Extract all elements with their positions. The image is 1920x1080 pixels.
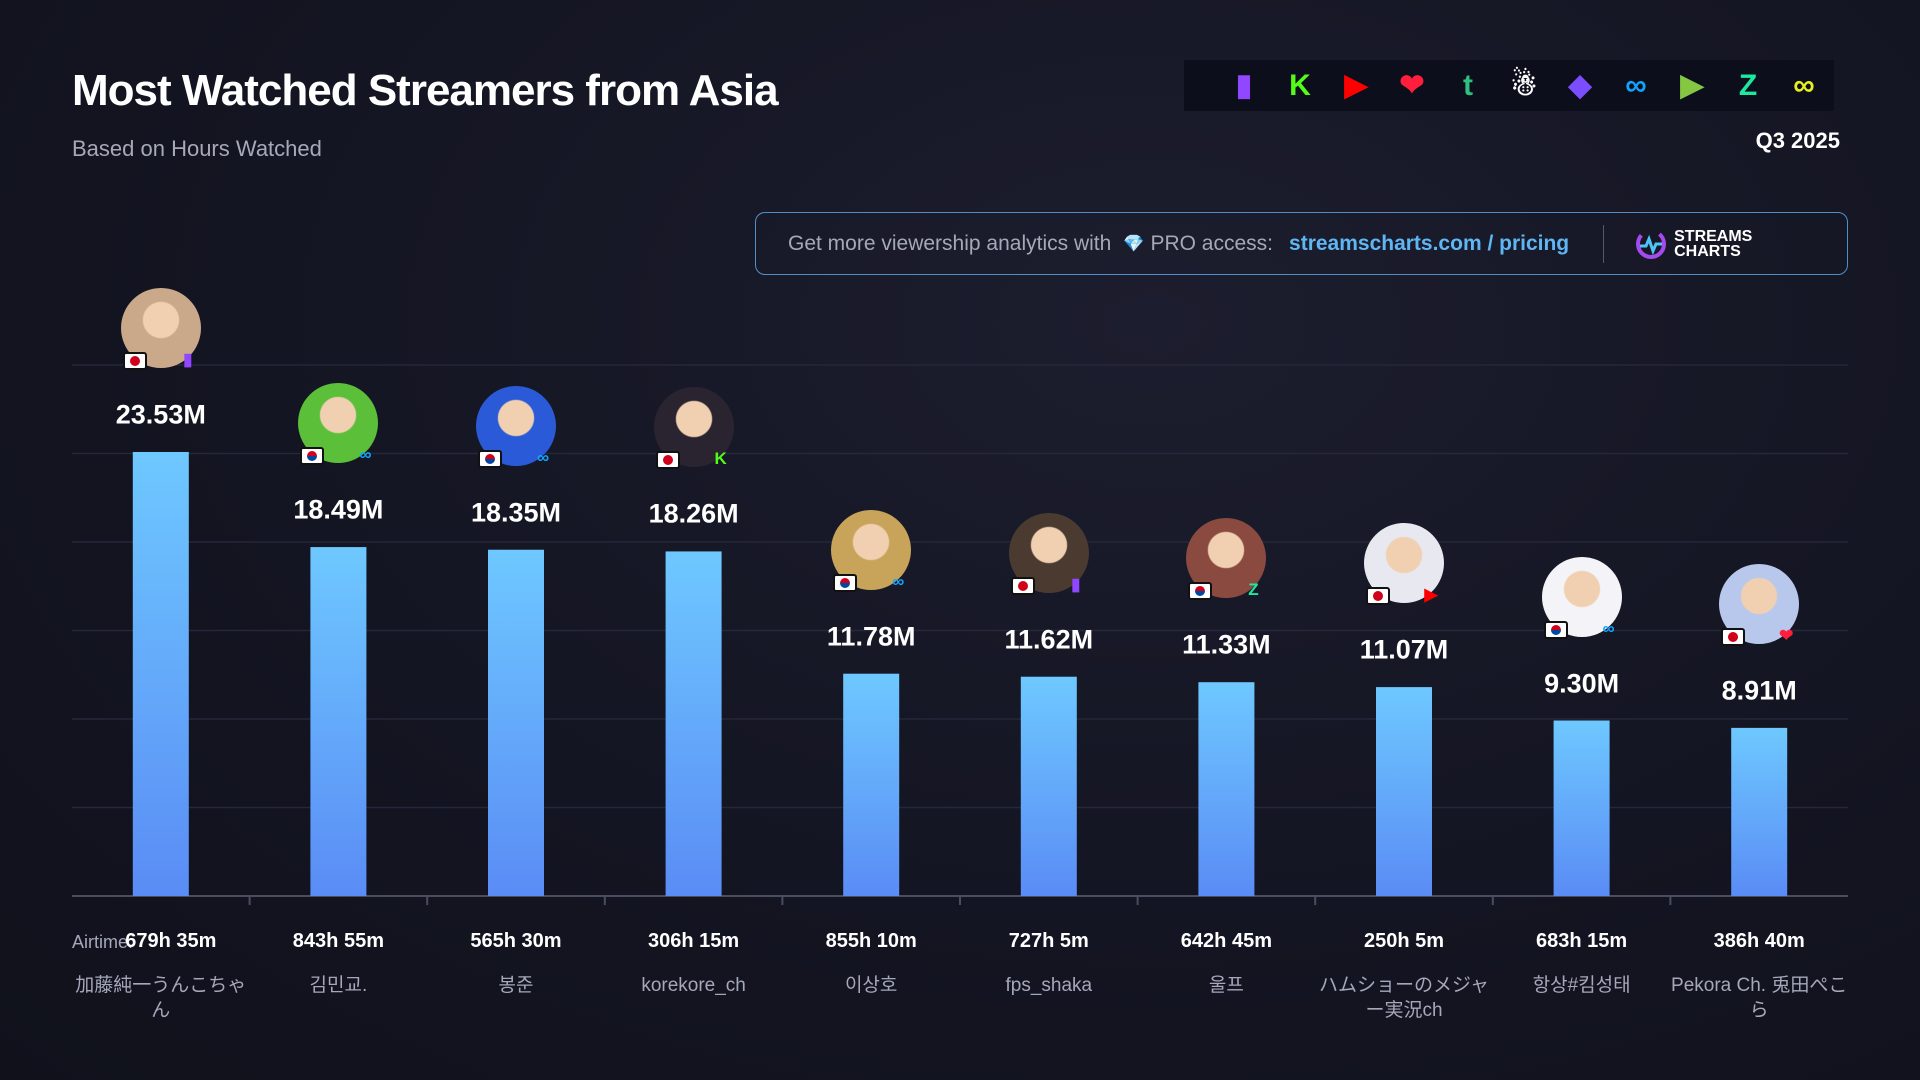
bar[interactable]: [310, 547, 367, 896]
kick-icon: K: [1289, 68, 1311, 102]
soop-icon: ∞: [536, 447, 550, 467]
streamer-avatar[interactable]: ▮: [1008, 512, 1089, 595]
soop-icon: ∞: [359, 445, 372, 465]
page-subtitle: Based on Hours Watched: [72, 136, 322, 161]
streamer-name: 이상호: [844, 975, 898, 996]
platform-icons-strip: ▮ K ▶ ❤ t ☃ ◆ ∞ ▶ Z ∞: [1184, 60, 1834, 111]
streamer-avatar[interactable]: ∞: [831, 509, 912, 592]
chzzk-icon: ∞: [1793, 68, 1815, 102]
streamer-avatar[interactable]: ▶: [1364, 523, 1444, 606]
streamer-avatar[interactable]: K: [653, 387, 734, 470]
value-label: 18.26M: [648, 498, 739, 529]
bar[interactable]: [1731, 727, 1788, 896]
bar[interactable]: [665, 551, 722, 896]
jp-flag-icon: [655, 451, 680, 470]
soop-icon: ∞: [892, 571, 905, 591]
streamscharts-logo-icon: [1636, 228, 1667, 259]
kr-flag-icon: [1543, 620, 1568, 639]
bar[interactable]: [1553, 720, 1610, 896]
airtime-value: 855h 10m: [825, 930, 917, 952]
banner-text: Get more viewership analytics with: [788, 231, 1112, 255]
rumble-icon: ▶: [1680, 69, 1704, 102]
streamer-avatar[interactable]: ❤: [1719, 563, 1800, 646]
streamer-name: 울프: [1208, 975, 1244, 996]
value-label: 11.78M: [826, 621, 916, 652]
streamer-name: fps_shaka: [1005, 975, 1093, 996]
youtube-icon: ▶: [1344, 69, 1368, 102]
value-label: 11.07M: [1359, 634, 1449, 665]
bigo-icon: ☃: [1510, 69, 1538, 102]
pricing-link[interactable]: streamscharts.com / pricing: [1289, 231, 1570, 255]
youtube-icon: ▶: [1424, 585, 1438, 605]
airtime-value: 386h 40m: [1713, 930, 1805, 952]
jp-flag-icon: [122, 351, 147, 370]
bar[interactable]: [1376, 687, 1432, 896]
jp-flag-icon: [1721, 627, 1746, 646]
airtime-value: 683h 15m: [1536, 930, 1628, 952]
banner-divider: [1603, 224, 1605, 263]
logo-line2: CHARTS: [1674, 242, 1741, 260]
chzzk-bird-icon: ◆: [1568, 69, 1592, 102]
zap-icon: Z: [1738, 68, 1758, 102]
value-label: 11.33M: [1182, 629, 1271, 660]
streamer-avatar[interactable]: ∞: [1541, 556, 1622, 639]
twitch-icon: ▮: [1235, 69, 1253, 102]
kick-icon: K: [714, 449, 727, 469]
airtime-value: 727h 5m: [1008, 930, 1089, 952]
period-label: Q3 2025: [1755, 128, 1840, 153]
airtime-value: 843h 55m: [292, 930, 384, 952]
youtube-heart-icon: ❤: [1779, 625, 1794, 645]
streamer-name: 항상#킴성태: [1532, 975, 1631, 996]
streamer-name: korekore_ch: [641, 975, 746, 996]
bar[interactable]: [488, 549, 544, 896]
page-title: Most Watched Streamers from Asia: [72, 66, 779, 115]
streamer-avatar[interactable]: ∞: [476, 385, 556, 468]
kr-flag-icon: [300, 447, 325, 466]
pro-banner[interactable]: Get more viewership analytics with 💎 PRO…: [755, 212, 1848, 275]
soop-icon: ∞: [1602, 618, 1615, 638]
kr-flag-icon: [833, 573, 858, 592]
value-label: 9.30M: [1544, 668, 1620, 698]
bar[interactable]: [843, 673, 900, 896]
banner-pro: PRO access:: [1150, 231, 1274, 255]
streamscharts-logo: STREAMS CHARTS: [1634, 227, 1752, 261]
value-label: 23.53M: [115, 399, 206, 430]
trovo-icon: t: [1463, 68, 1473, 102]
streamer-name: 김민교.: [309, 975, 368, 996]
twitch-icon: ▮: [1071, 574, 1081, 594]
value-label: 18.49M: [293, 494, 384, 525]
logo-line1: STREAMS: [1674, 227, 1753, 245]
streamer-avatar[interactable]: ∞: [298, 383, 379, 466]
airtime-value: 679h 35m: [125, 930, 217, 952]
bar[interactable]: [1198, 682, 1255, 896]
airtime-value: 565h 30m: [470, 930, 562, 952]
airtime-value: 642h 45m: [1180, 930, 1272, 952]
airtime-label: Airtime:: [72, 932, 134, 952]
kr-flag-icon: [1188, 582, 1213, 601]
jp-flag-icon: [1010, 576, 1035, 595]
value-label: 11.62M: [1004, 624, 1094, 655]
airtime-value: 306h 15m: [648, 930, 740, 952]
jp-flag-icon: [1366, 587, 1390, 606]
streamer-name: 加藤純一うんこちゃん: [75, 975, 247, 1021]
value-label: 18.35M: [470, 497, 562, 528]
soop-icon: ∞: [1625, 68, 1647, 102]
bar[interactable]: [132, 451, 189, 896]
streamer-avatar[interactable]: Z: [1186, 518, 1267, 601]
streamer-avatar[interactable]: ▮: [120, 287, 201, 370]
value-label: 8.91M: [1721, 675, 1797, 706]
bar[interactable]: [1020, 676, 1077, 896]
airtime-value: 250h 5m: [1363, 930, 1445, 952]
streamer-name: ハムショーのメジャー実況ch: [1318, 975, 1490, 1021]
diamond-icon: 💎: [1123, 233, 1145, 253]
streamer-name: 봉준: [498, 975, 534, 996]
kr-flag-icon: [478, 449, 502, 468]
streamer-name: Pekora Ch. 兎田ぺこら: [1671, 975, 1848, 1021]
twitch-icon: ▮: [183, 349, 193, 369]
zap-icon: Z: [1248, 580, 1259, 600]
heart-platform-icon: ❤: [1399, 69, 1425, 102]
